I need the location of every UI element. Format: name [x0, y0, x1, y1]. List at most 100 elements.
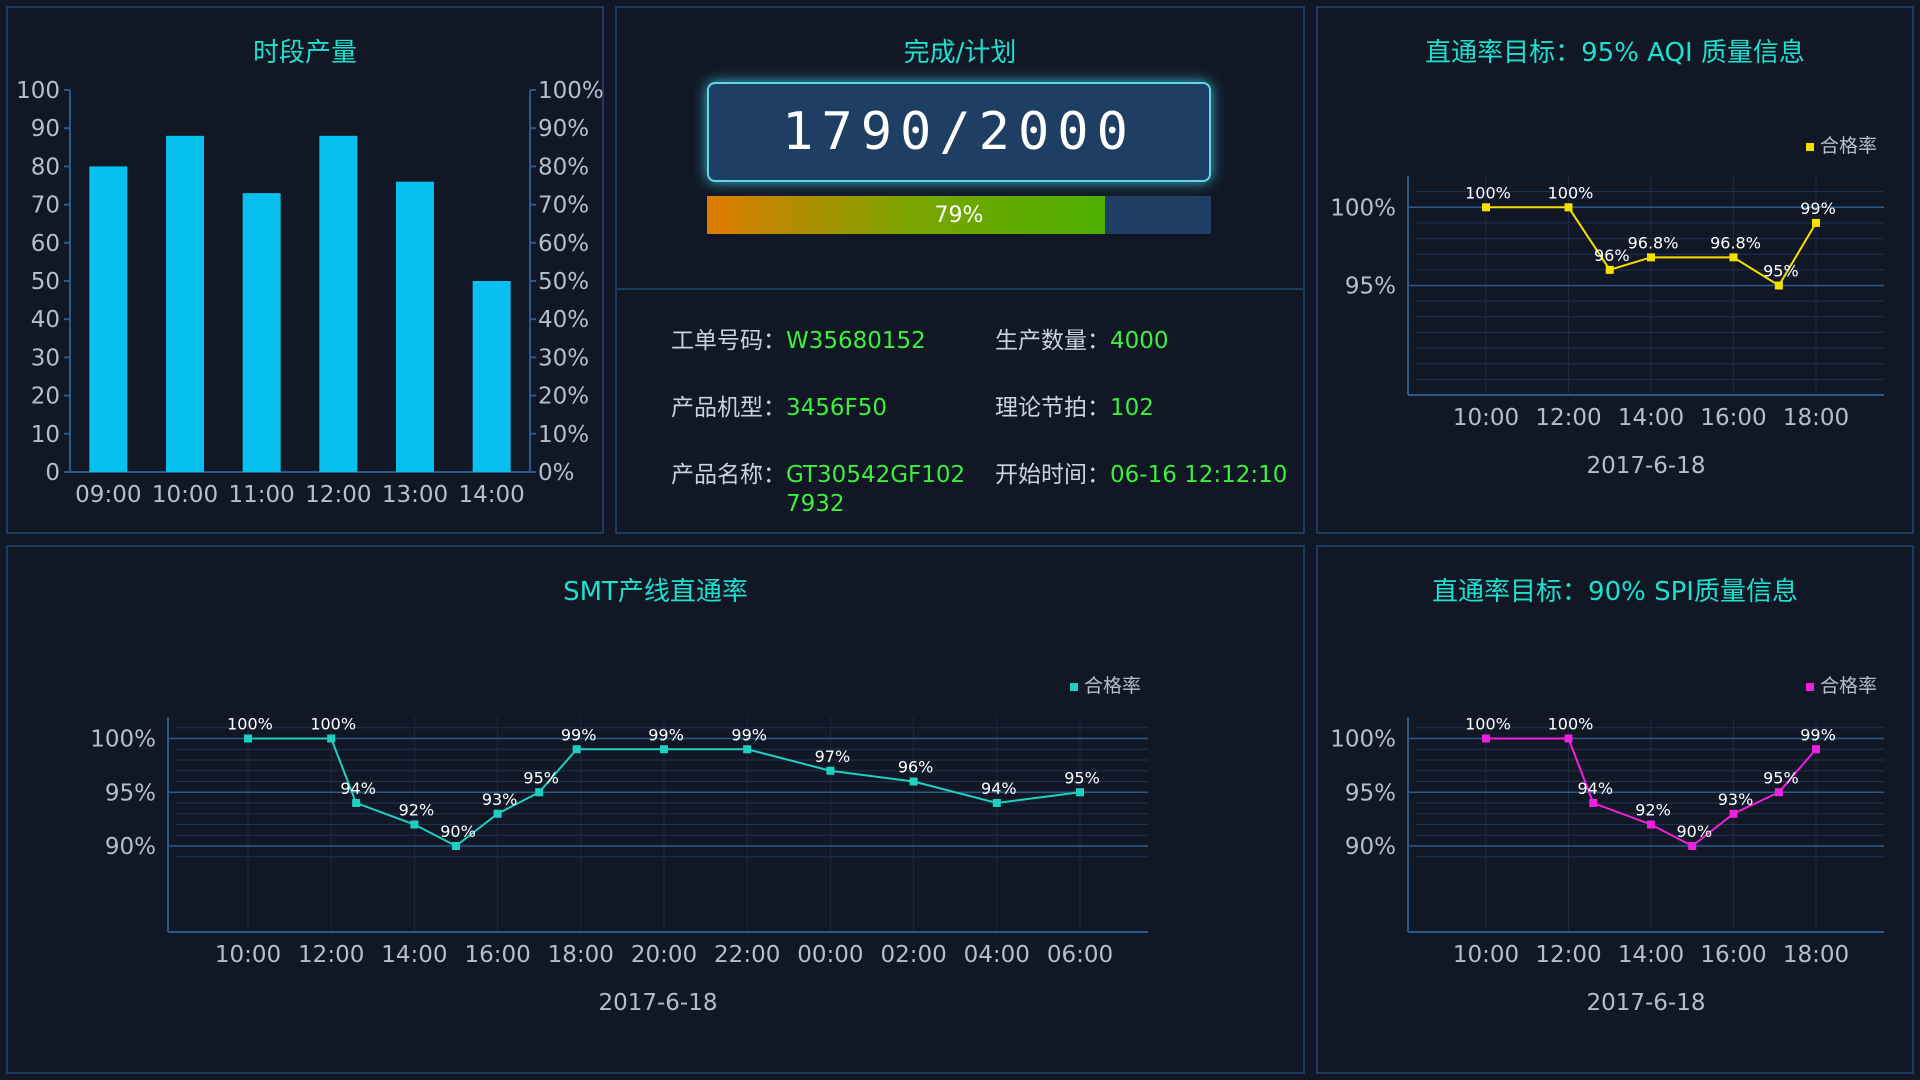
info-work-order: 工单号码：W35680152: [671, 321, 926, 355]
data-label: 96.8%: [1628, 233, 1679, 252]
x-tick-label: 14:00: [459, 482, 525, 508]
data-point: [1482, 203, 1490, 212]
y-tick-label: 60: [31, 231, 60, 257]
bar: [319, 135, 358, 472]
x-tick-label: 12:00: [1535, 405, 1601, 431]
data-point: [1688, 842, 1697, 850]
y-tick-label: 95%: [105, 780, 156, 806]
data-label: 100%: [1548, 183, 1594, 202]
info-key: 生产数量：: [995, 328, 1110, 354]
data-label: 100%: [1465, 183, 1511, 202]
info-product-name: 产品名称：GT30542GF102: [671, 455, 965, 489]
data-label: 94%: [1577, 779, 1613, 798]
data-label: 99%: [1800, 725, 1836, 744]
x-tick-label: 14:00: [381, 942, 447, 968]
data-label: 95%: [1763, 768, 1799, 787]
progress-bar: 79%: [707, 196, 1211, 234]
smt-line-chart: 90% 95% 100% 10:00 12:00 14:00 16:00 18:00 20:00…: [90, 675, 1148, 1016]
data-point: [1589, 799, 1598, 807]
data-point: [743, 745, 752, 754]
data-point: [1774, 281, 1783, 290]
y-tick-label: 90%: [1345, 834, 1396, 860]
info-value: 102: [1110, 395, 1154, 421]
data-label: 90%: [440, 822, 476, 841]
legend-label: 合格率: [1084, 675, 1141, 697]
data-point: [992, 799, 1001, 807]
data-label: 94%: [340, 779, 376, 798]
panel-title: 时段产量: [252, 38, 357, 68]
x-tick-label: 10:00: [215, 942, 281, 968]
data-point: [660, 745, 668, 754]
x-tick-label: 20:00: [631, 942, 697, 968]
data-point: [410, 820, 419, 829]
data-label: 95%: [1064, 768, 1100, 787]
info-product-name-cont: 产品名称：7932: [671, 484, 845, 518]
spi-quality-panel: 直通率目标：90% SPI质量信息 90% 95% 100% 10:00 12:00 14…: [1316, 545, 1914, 1074]
info-value: 06-16 12:12:10: [1110, 462, 1288, 488]
data-label: 93%: [482, 790, 518, 809]
data-point: [1482, 734, 1490, 743]
info-start-time: 开始时间：06-16 12:12:10: [995, 455, 1287, 489]
data-point: [572, 745, 581, 754]
data-point: [1076, 788, 1084, 797]
data-point: [1729, 253, 1738, 262]
smt-yield-panel: SMT产线直通率 90% 95% 100% 10:00 12:00 14:00 16:00 1…: [6, 545, 1305, 1074]
x-axis-title: 2017-6-18: [598, 990, 717, 1016]
y-tick-label-right: 60%: [538, 231, 589, 257]
x-tick-label: 10:00: [152, 482, 218, 508]
x-tick-label: 18:00: [1783, 942, 1849, 968]
data-label: 90%: [1676, 822, 1712, 841]
y-tick-label: 100%: [90, 727, 156, 753]
y-tick-label-right: 90%: [538, 116, 589, 142]
bar: [396, 181, 434, 472]
data-label: 97%: [815, 747, 851, 766]
y-tick-label: 10: [31, 422, 60, 448]
data-point: [327, 734, 336, 743]
legend-swatch: [1806, 143, 1814, 151]
x-tick-label: 02:00: [880, 942, 946, 968]
data-label: 99%: [1800, 199, 1836, 218]
progress-label: 79%: [934, 202, 984, 228]
y-tick-label: 90%: [105, 834, 156, 860]
y-tick-label: 100%: [1330, 195, 1396, 221]
data-point: [352, 799, 361, 807]
x-tick-label: 14:00: [1618, 405, 1684, 431]
data-point: [1605, 265, 1614, 274]
data-label: 100%: [1465, 715, 1511, 734]
x-tick-label: 11:00: [229, 482, 295, 508]
spi-line-chart: 90% 95% 100% 10:00 12:00 14:00 16:00 18:00 2017-…: [1330, 675, 1884, 1016]
y-tick-label-right: 0%: [538, 460, 575, 486]
data-point: [1564, 734, 1573, 743]
y-tick-label: 80: [31, 154, 60, 180]
panel-title: 直通率目标：95% AQI 质量信息: [1425, 38, 1805, 68]
bar: [166, 135, 204, 472]
data-point: [909, 777, 918, 786]
aqi-line-chart: 95% 100% 10:00 12:00 14:00 16:00 18:00 2017-6-1…: [1330, 135, 1884, 479]
progress-fill: [707, 196, 1106, 234]
plan-panel: 完成/计划 1790/2000 79% 工单号码：W35680152 生产数量：…: [615, 6, 1305, 534]
info-key: 产品机型：: [671, 395, 786, 421]
info-value: 7932: [786, 491, 845, 517]
panel-title: 直通率目标：90% SPI质量信息: [1432, 577, 1798, 607]
bar: [89, 166, 128, 472]
data-point: [1774, 788, 1783, 797]
info-value: 4000: [1110, 328, 1169, 354]
panel-title: SMT产线直通率: [563, 577, 748, 607]
data-label: 99%: [731, 725, 767, 744]
y-tick-label: 40: [31, 307, 60, 333]
y-tick-label: 95%: [1345, 780, 1396, 806]
hourly-bar-chart: 0 0% 10 10% 20 20% 30 30% 40 40% 50 50% 60 60% 70 70% 80…: [16, 78, 604, 508]
data-point: [1729, 809, 1738, 818]
x-tick-label: 14:00: [1618, 942, 1684, 968]
data-label: 93%: [1718, 790, 1754, 809]
hourly-output-panel: 时段产量 0 0% 10 10% 20 20% 30 30% 40 40% 50 50% 60 60% 70…: [6, 6, 604, 534]
data-point: [535, 788, 544, 797]
x-tick-label: 00:00: [797, 942, 863, 968]
data-label: 100%: [227, 715, 273, 734]
data-label: 100%: [1548, 715, 1594, 734]
y-tick-label: 30: [31, 345, 60, 371]
data-label: 95%: [523, 768, 559, 787]
info-key: 开始时间：: [995, 462, 1110, 488]
legend-swatch: [1806, 683, 1814, 691]
data-point: [826, 766, 835, 775]
